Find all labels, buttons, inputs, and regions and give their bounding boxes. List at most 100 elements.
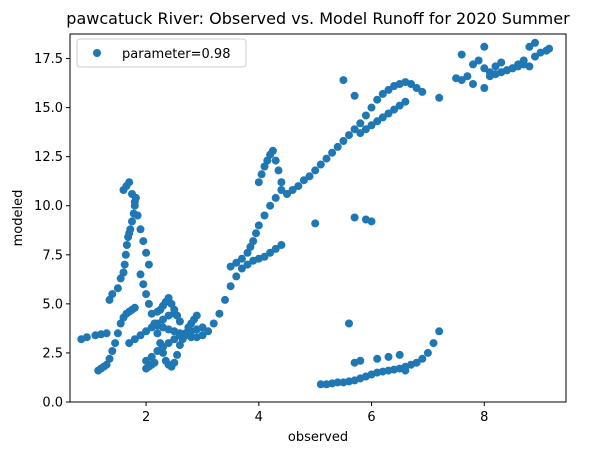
y-tick-label: 12.5	[34, 150, 63, 165]
data-point	[283, 190, 291, 198]
data-point	[350, 213, 359, 222]
data-point	[260, 211, 269, 220]
data-point	[82, 333, 91, 342]
data-point	[237, 264, 246, 273]
data-point	[139, 280, 148, 289]
legend-box	[76, 38, 247, 68]
data-point	[294, 182, 303, 191]
data-point	[435, 93, 444, 102]
data-point	[474, 56, 483, 65]
data-point	[401, 366, 410, 375]
legend-marker	[93, 49, 101, 57]
data-point	[378, 89, 387, 98]
y-tick-label: 15.0	[34, 101, 63, 116]
data-point	[260, 252, 269, 261]
data-point	[271, 156, 280, 165]
data-point	[373, 95, 382, 104]
data-point	[142, 356, 151, 365]
data-point	[497, 58, 506, 67]
data-point	[367, 217, 376, 226]
data-point	[215, 309, 224, 318]
data-point	[175, 317, 184, 326]
x-axis-label: observed	[288, 430, 348, 445]
x-tick-label: 4	[255, 410, 263, 425]
data-point	[345, 131, 353, 140]
data-point	[266, 201, 275, 210]
data-point	[384, 352, 393, 361]
data-point	[120, 260, 129, 269]
data-point	[311, 166, 320, 175]
data-point	[367, 121, 376, 130]
data-point	[128, 217, 136, 226]
data-point	[226, 282, 235, 291]
data-point	[525, 42, 534, 51]
data-point	[339, 76, 348, 85]
data-point	[412, 358, 421, 367]
data-point	[288, 186, 297, 194]
data-point	[311, 219, 320, 228]
data-point	[418, 354, 427, 363]
data-point	[133, 211, 142, 220]
data-point	[333, 142, 342, 151]
data-point	[130, 303, 139, 312]
y-tick-label: 2.5	[42, 346, 63, 361]
data-point	[113, 284, 122, 293]
data-point	[463, 72, 472, 81]
data-point	[142, 327, 151, 336]
data-points	[77, 38, 554, 389]
data-point	[226, 262, 235, 271]
data-point	[423, 348, 432, 357]
data-point	[491, 62, 500, 71]
data-point	[254, 178, 263, 187]
data-point	[122, 241, 131, 249]
data-point	[531, 52, 539, 61]
data-point	[305, 172, 314, 181]
data-point	[108, 290, 117, 299]
legend-label: parameter=0.98	[122, 47, 230, 62]
data-point	[322, 154, 331, 163]
data-point	[299, 176, 308, 185]
data-point	[531, 38, 539, 47]
x-tick-label: 8	[480, 410, 488, 425]
data-point	[164, 339, 173, 348]
data-point	[164, 294, 173, 302]
x-axis: 2 4 6 8	[142, 402, 488, 425]
data-point	[121, 250, 130, 259]
plot-area	[69, 33, 567, 403]
data-point	[144, 299, 153, 308]
y-tick-label: 7.5	[42, 248, 63, 263]
x-tick-label: 2	[142, 410, 150, 425]
data-point	[316, 380, 325, 389]
data-point	[192, 311, 201, 320]
data-point	[418, 87, 427, 96]
data-point	[356, 356, 365, 365]
data-point	[170, 358, 179, 367]
data-point	[170, 335, 179, 344]
x-tick-label: 6	[367, 410, 375, 425]
data-point	[277, 186, 286, 194]
data-point	[480, 64, 489, 73]
data-point	[111, 339, 120, 348]
data-point	[271, 244, 280, 253]
data-point	[545, 44, 554, 53]
data-point	[412, 84, 421, 92]
data-point	[519, 60, 528, 69]
data-point	[268, 146, 277, 155]
data-point	[316, 160, 325, 169]
data-point	[378, 113, 387, 122]
data-point	[435, 327, 444, 336]
data-point	[271, 193, 280, 202]
y-tick-label: 0.0	[42, 396, 63, 411]
data-point	[350, 125, 359, 134]
data-point	[139, 237, 148, 246]
data-point	[361, 111, 370, 120]
data-point	[457, 50, 466, 59]
data-point	[130, 335, 139, 344]
data-point	[198, 331, 207, 340]
legend: parameter=0.98	[76, 38, 247, 68]
data-point	[395, 350, 404, 359]
y-tick-label: 5.0	[42, 297, 63, 312]
data-point	[126, 225, 135, 234]
data-point	[113, 329, 122, 338]
